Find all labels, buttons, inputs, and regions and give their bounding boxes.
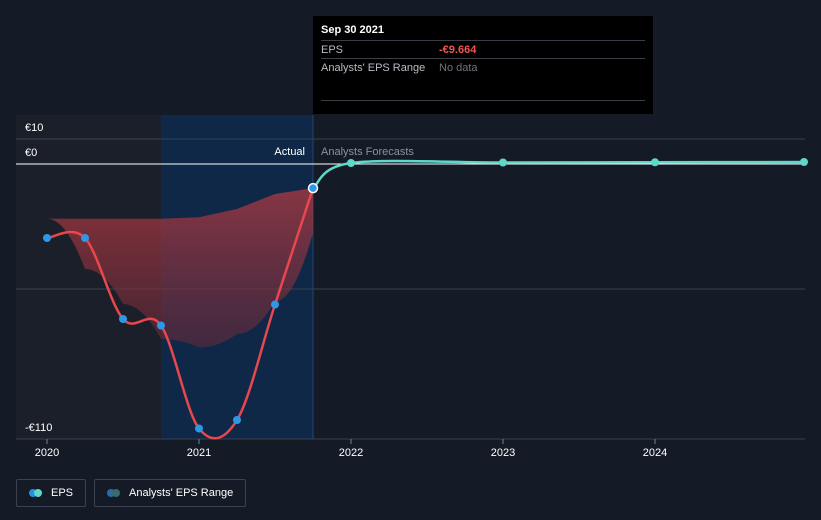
eps-point xyxy=(81,234,89,242)
eps-point xyxy=(157,321,165,330)
forecast-point xyxy=(651,158,659,167)
hover-tooltip: Sep 30 2021 EPS -€9.664 Analysts' EPS Ra… xyxy=(313,16,653,114)
x-tick-label: 2023 xyxy=(491,447,515,459)
y-tick-label: €0 xyxy=(25,147,37,159)
x-tick-label: 2022 xyxy=(339,447,363,459)
legend-eps-label: EPS xyxy=(51,487,74,499)
legend-item-eps-range[interactable]: Analysts' EPS Range xyxy=(94,479,247,507)
tooltip-eps-value: -€9.664 xyxy=(439,43,477,56)
legend-range-label: Analysts' EPS Range xyxy=(129,487,234,499)
x-tick-label: 2021 xyxy=(187,447,211,459)
region-label-actual: Actual xyxy=(274,146,305,158)
y-tick-label: €10 xyxy=(25,122,43,134)
eps-range-band xyxy=(47,188,313,348)
tooltip-row-range: Analysts' EPS Range No data xyxy=(321,58,645,76)
y-tick-label: -€110 xyxy=(25,422,52,434)
eps-point xyxy=(195,424,203,433)
eps-forecast-line xyxy=(312,159,808,190)
tooltip-date: Sep 30 2021 xyxy=(321,24,384,36)
eps-point xyxy=(233,416,241,424)
tooltip-range-value: No data xyxy=(439,61,478,74)
tooltip-row-eps: EPS -€9.664 xyxy=(321,40,645,58)
forecast-point xyxy=(347,159,355,167)
tooltip-divider xyxy=(321,100,645,101)
x-tick-label: 2024 xyxy=(643,447,667,459)
forecast-point xyxy=(800,158,808,166)
chart-legend: EPS Analysts' EPS Range xyxy=(16,479,247,507)
region-label-forecast: Analysts Forecasts xyxy=(321,146,414,158)
tooltip-range-label: Analysts' EPS Range xyxy=(321,61,426,74)
x-tick-label: 2020 xyxy=(35,447,59,459)
forecast-point xyxy=(499,158,507,167)
legend-eps-swatch-icon xyxy=(29,489,43,497)
eps-point xyxy=(271,300,279,309)
eps-point-selected xyxy=(307,182,319,194)
legend-item-eps[interactable]: EPS xyxy=(16,479,87,507)
legend-range-swatch-icon xyxy=(107,489,121,497)
eps-point xyxy=(119,315,127,323)
tooltip-eps-label: EPS xyxy=(321,43,344,56)
eps-point xyxy=(43,234,51,242)
